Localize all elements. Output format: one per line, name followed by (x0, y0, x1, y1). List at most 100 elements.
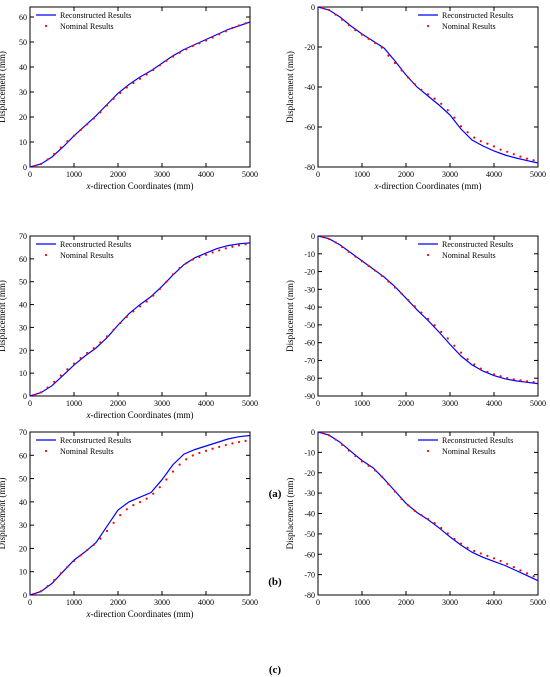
nominal-point (152, 492, 155, 495)
plot-frame (317, 6, 539, 168)
nominal-point (231, 442, 234, 445)
nominal-point (158, 287, 161, 291)
nominal-point (33, 165, 36, 168)
y-tick-label: -70 (304, 356, 315, 365)
y-tick-label: -40 (304, 510, 315, 519)
nominal-point (519, 155, 522, 158)
nominal-point (374, 269, 377, 272)
nominal-point (387, 54, 390, 57)
y-tick-label: -50 (304, 321, 315, 330)
nominal-point (185, 48, 188, 51)
nominal-point (459, 542, 463, 545)
nominal-point (46, 585, 49, 588)
x-tick-label: 3000 (154, 170, 170, 179)
y-tick-label: -80 (304, 374, 315, 383)
nominal-point (72, 134, 76, 137)
y-tick-label: 20 (19, 544, 27, 553)
nominal-point (224, 247, 227, 250)
nominal-point (158, 64, 161, 67)
nominal-point (420, 514, 423, 517)
nominal-point (426, 93, 430, 96)
nominal-point (92, 347, 95, 350)
nominal-point (380, 475, 383, 478)
nominal-point (33, 393, 36, 397)
legend-point-swatch (426, 449, 430, 453)
y-tick-label: -20 (304, 268, 315, 277)
nominal-point (178, 463, 181, 466)
nominal-point (46, 386, 49, 389)
x-axis-label: x-direction Coordinates (mm) (374, 181, 482, 191)
nominal-point (218, 249, 221, 252)
nominal-point (224, 30, 227, 33)
nominal-point (171, 55, 175, 58)
nominal-point (237, 440, 241, 444)
y-tick-label: 60 (19, 255, 27, 264)
nominal-point (138, 500, 142, 504)
series-line-reconstructed (29, 242, 251, 397)
nominal-point (158, 486, 161, 489)
nominal-point (231, 26, 234, 30)
nominal-point (387, 280, 390, 283)
nominal-point (532, 159, 535, 162)
nominal-point (446, 337, 449, 340)
y-tick-label: 50 (19, 38, 27, 47)
y-tick-label: -20 (304, 469, 315, 478)
x-tick-label: 2000 (110, 170, 126, 179)
plot-frame (29, 235, 251, 397)
y-tick-label: 10 (19, 138, 27, 147)
nominal-point (33, 592, 36, 596)
y-axis-label: Displacement (mm) (285, 51, 295, 123)
nominal-point (407, 76, 410, 79)
y-axis-label: Displacement (mm) (285, 280, 295, 352)
x-tick-label: 4000 (198, 170, 214, 179)
nominal-point (473, 549, 476, 553)
nominal-point (525, 572, 529, 575)
nominal-point (105, 529, 109, 533)
nominal-point (191, 258, 194, 261)
nominal-point (473, 363, 476, 366)
legend-label-nominal: Nominal Results (442, 447, 496, 456)
chart-5: 0 1000 2000 3000 4000 5000 0 10 20 30 40 50 60 70 Disp… (0, 428, 258, 619)
nominal-point (79, 554, 82, 557)
x-tick-label: 0 (28, 170, 32, 179)
nominal-point (105, 104, 109, 107)
nominal-point (132, 504, 135, 507)
nominal-point (79, 128, 82, 132)
nominal-point (420, 88, 423, 91)
nominal-point (453, 537, 456, 541)
legend-point-swatch (44, 253, 48, 257)
x-tick-label: 2000 (110, 598, 126, 607)
nominal-point (53, 578, 56, 582)
series-line-reconstructed (317, 431, 539, 582)
nominal-point (440, 102, 443, 105)
nominal-point (59, 374, 62, 377)
nominal-point (92, 117, 95, 120)
nominal-point (86, 123, 89, 126)
legend-label-nominal: Nominal Results (60, 22, 114, 31)
nominal-point (360, 260, 364, 263)
x-tick-label: 4000 (198, 598, 214, 607)
y-tick-label: 0 (23, 392, 27, 401)
nominal-point (380, 46, 383, 49)
nominal-point (426, 317, 430, 320)
x-axis-label: x-direction Coordinates (mm) (86, 410, 194, 420)
nominal-point (440, 330, 443, 333)
y-tick-label: -20 (304, 43, 315, 52)
nominal-point (393, 61, 397, 65)
nominal-point (347, 250, 350, 253)
nominal-point (119, 321, 122, 325)
x-axis-label: x-direction Coordinates (mm) (86, 609, 194, 619)
y-tick-label: 70 (19, 428, 27, 437)
nominal-point (400, 69, 403, 72)
series-line-reconstructed (317, 6, 539, 164)
legend-label-reconstructed: Reconstructed Results (60, 436, 131, 445)
x-tick-label: 4000 (198, 399, 214, 408)
chart-2: 0 1000 2000 3000 4000 5000 0 -20 -40 -60 -80 Displa… (285, 3, 546, 191)
nominal-point (244, 243, 247, 246)
nominal-point (171, 470, 175, 473)
nominal-point (165, 59, 168, 62)
legend-point-swatch (44, 24, 48, 28)
nominal-point (224, 443, 227, 447)
nominal-point (453, 344, 456, 347)
nominal-point (66, 140, 69, 143)
